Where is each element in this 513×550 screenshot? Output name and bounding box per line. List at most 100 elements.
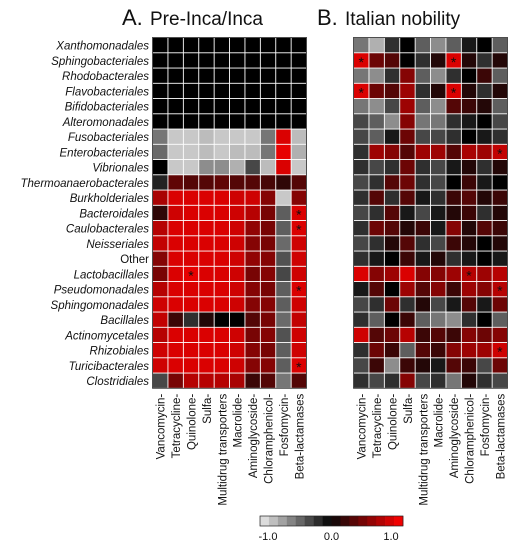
colorbar-tick-label: -1.0 xyxy=(259,531,278,543)
heatmap-cell xyxy=(477,114,492,129)
heatmap-cell xyxy=(168,38,183,53)
heatmap-cell xyxy=(214,99,230,114)
heatmap-cell xyxy=(492,282,508,297)
heatmap-cell xyxy=(477,266,492,282)
heatmap-cell xyxy=(260,343,276,358)
heatmap-cell xyxy=(230,343,245,358)
heatmap-cell xyxy=(199,297,214,312)
heatmap-cell xyxy=(431,236,446,251)
heatmap-cell xyxy=(153,175,168,190)
heatmap-cell xyxy=(168,175,183,190)
heatmap-cell xyxy=(369,343,384,358)
heatmap-cell xyxy=(291,205,307,221)
heatmap-cell xyxy=(183,144,199,160)
heatmap-cell xyxy=(461,99,477,114)
heatmap-cell xyxy=(431,160,446,175)
colorbar-swatch xyxy=(286,516,297,526)
heatmap-cell xyxy=(183,53,199,68)
heatmap-cell xyxy=(153,205,168,221)
row-label: Xanthomonadales xyxy=(55,41,149,53)
heatmap-cell xyxy=(384,144,400,160)
heatmap-cell xyxy=(384,373,400,388)
heatmap-cell xyxy=(276,160,291,175)
heatmap-cell xyxy=(492,190,508,205)
heatmap-cell xyxy=(230,99,245,114)
heatmap-cell xyxy=(354,251,369,266)
heatmap-cell xyxy=(400,205,415,221)
heatmap-cell xyxy=(369,68,384,83)
heatmap-cell xyxy=(400,266,415,282)
heatmap-cell xyxy=(461,251,477,266)
heatmap-cell xyxy=(477,312,492,327)
heatmap-cell xyxy=(276,373,291,388)
heatmap-cell xyxy=(369,144,384,160)
heatmap-cell xyxy=(400,343,415,358)
heatmap-cell xyxy=(492,358,508,373)
heatmap-cell xyxy=(492,114,508,129)
heatmap-cell xyxy=(354,83,369,99)
heatmap-cell xyxy=(400,144,415,160)
heatmap-cell xyxy=(168,160,183,175)
heatmap-cell xyxy=(415,144,431,160)
heatmap-cell xyxy=(230,266,245,282)
heatmap-cell xyxy=(153,99,168,114)
heatmap-cell xyxy=(477,160,492,175)
column-label: Aminoglycoside- xyxy=(248,394,260,479)
heatmap-cell xyxy=(431,327,446,343)
column-label: Vancomycin- xyxy=(156,394,168,460)
heatmap-cell xyxy=(477,251,492,266)
heatmap-cell xyxy=(168,68,183,83)
heatmap-cell xyxy=(400,236,415,251)
significance-marker: * xyxy=(296,206,302,222)
heatmap-panel-b: * * * * * * * * xyxy=(353,37,508,389)
column-label: Beta-lactamases xyxy=(495,394,507,480)
heatmap-cell xyxy=(415,282,431,297)
heatmap-cell xyxy=(276,190,291,205)
heatmap-cell xyxy=(400,190,415,205)
heatmap-cell xyxy=(230,251,245,266)
heatmap-cell xyxy=(384,297,400,312)
row-label: Sphingobacteriales xyxy=(51,56,149,68)
heatmap-cell xyxy=(276,251,291,266)
panel-a-letter: A. xyxy=(122,5,143,30)
heatmap-cell xyxy=(291,68,307,83)
heatmap-cell xyxy=(183,160,199,175)
heatmap-cell xyxy=(354,129,369,144)
row-label: Neisseriales xyxy=(86,239,149,251)
heatmap-cell xyxy=(400,38,415,53)
heatmap-cell xyxy=(214,297,230,312)
significance-marker: * xyxy=(188,267,194,283)
heatmap-cell xyxy=(245,221,260,236)
heatmap-cell xyxy=(260,68,276,83)
heatmap-cell xyxy=(415,114,431,129)
heatmap-cell xyxy=(415,99,431,114)
panel-b-title: B. Italian nobility xyxy=(317,5,461,30)
colorbar-swatch xyxy=(322,516,332,526)
heatmap-cell xyxy=(369,99,384,114)
colorbar-swatch xyxy=(313,516,323,526)
heatmap-cell xyxy=(400,114,415,129)
heatmap-cell xyxy=(183,221,199,236)
heatmap-cell xyxy=(291,99,307,114)
row-labels: Xanthomonadales Sphingobacteriales Rhodoba… xyxy=(21,41,150,389)
heatmap-cell xyxy=(245,160,260,175)
heatmap-cell xyxy=(477,129,492,144)
heatmap-cell xyxy=(183,282,199,297)
colorbar-swatch xyxy=(304,516,314,526)
heatmap-cell xyxy=(245,373,260,388)
heatmap-cell xyxy=(477,343,492,358)
heatmap-cell xyxy=(400,175,415,190)
heatmap-cell xyxy=(214,160,230,175)
row-label: Other xyxy=(120,254,149,266)
heatmap-cell xyxy=(354,175,369,190)
heatmap-cell xyxy=(369,251,384,266)
heatmap-cell xyxy=(276,114,291,129)
heatmap-cell xyxy=(230,53,245,68)
heatmap-cell xyxy=(276,358,291,373)
panel-a-name: Pre-Inca/Inca xyxy=(150,9,263,30)
heatmap-cell xyxy=(446,251,461,266)
heatmap-cell xyxy=(153,358,168,373)
heatmap-cell xyxy=(384,129,400,144)
heatmap-cell xyxy=(492,236,508,251)
heatmap-cell xyxy=(431,83,446,99)
